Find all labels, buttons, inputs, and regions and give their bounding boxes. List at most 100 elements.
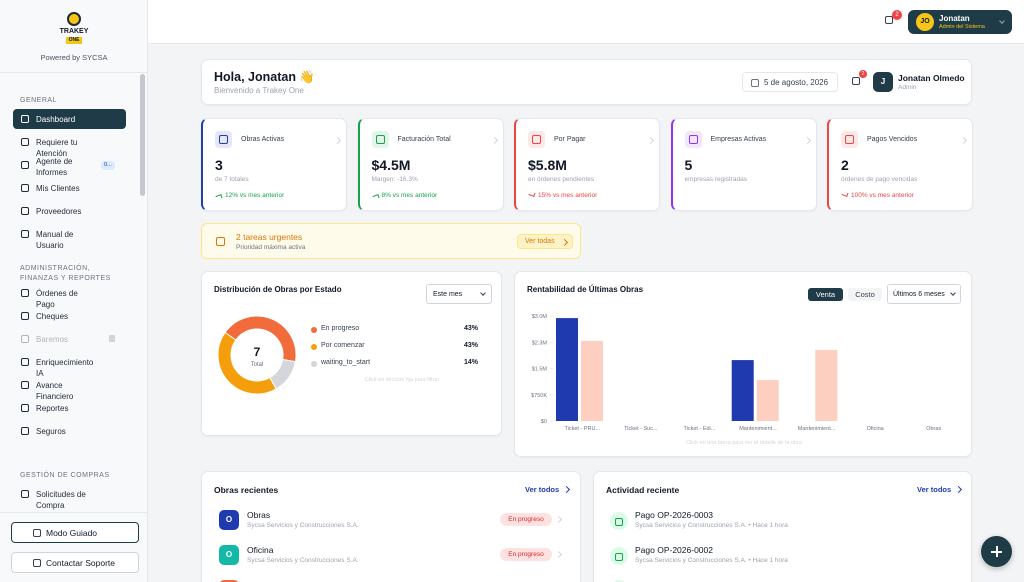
kpi-title: Pagos Vencidos: [867, 136, 918, 143]
activity-icon: [610, 547, 628, 565]
period-select[interactable]: Este mes: [426, 284, 492, 304]
nav-item[interactable]: Cheques: [13, 306, 126, 326]
work-name: Mantenimiento: Mantenimiento preventivo …: [247, 580, 449, 582]
recent-works-card: Obras recientes Ver todos O Obras Sycsa Serv…: [201, 471, 581, 582]
nav-label: Enriquecimiento IA: [36, 358, 94, 378]
nav-item[interactable]: Agente de Informes 0...: [13, 155, 126, 177]
sidebar-button[interactable]: Contactar Soporte: [11, 552, 139, 573]
work-item[interactable]: O Oficina Sycsa Servicios y Construcciones…: [202, 543, 582, 573]
arrow-icon: [803, 136, 811, 145]
kpi-title: Facturación Total: [397, 136, 451, 143]
icon: [21, 207, 29, 215]
kpi-card[interactable]: Obras Activas 3 de 7 totales 12% vs mes ant…: [201, 118, 347, 211]
work-icon: O: [219, 510, 239, 530]
icon: [21, 427, 29, 435]
nav-item[interactable]: Seguros: [13, 421, 126, 441]
arrow-icon: [490, 136, 498, 145]
section-title: GESTIÓN DE COMPRAS: [20, 472, 110, 479]
period-select[interactable]: Últimos 6 meses: [887, 284, 961, 304]
kpi-trend: 8% vs mes anterior: [381, 192, 438, 199]
activity-detail: Sycsa Servicios y Construcciones S.A. • …: [635, 557, 788, 564]
activity-title: Pago OP-2026-0003: [635, 510, 713, 520]
card-action[interactable]: Ver todos: [917, 485, 952, 494]
icon: [21, 161, 29, 169]
kpi-value: 5: [684, 157, 693, 173]
notification-badge: 2: [859, 70, 867, 78]
icon: [885, 16, 893, 24]
icon: [21, 312, 29, 320]
urgent-subtitle: Prioridad máxima activa: [236, 244, 306, 251]
nav-label: Cheques: [36, 312, 69, 321]
add-button[interactable]: [981, 536, 1012, 567]
section-title: ADMINISTRACIÓN, FINANZAS Y REPORTES: [20, 265, 111, 282]
series-toggle[interactable]: Costo: [848, 288, 882, 301]
card-action[interactable]: Ver todos: [525, 485, 560, 494]
arrow-icon: [333, 136, 342, 145]
bar: [556, 318, 578, 421]
nav-item[interactable]: Dashboard: [13, 109, 126, 129]
kpi-trend: 100% vs mes anterior: [851, 192, 914, 199]
arrow-icon: [560, 238, 569, 247]
icon: [751, 79, 759, 87]
nav-item[interactable]: Mis Clientes: [13, 178, 126, 198]
kpi-value: $4.5M: [371, 157, 411, 173]
trend-icon: [371, 194, 380, 200]
activity-card: Actividad reciente Ver todos Pago OP-2026-…: [593, 471, 972, 582]
distribution-card: Distribución de Obras por Estado Este mes…: [201, 271, 502, 436]
work-item[interactable]: O Obras Sycsa Servicios y Construcciones S…: [202, 508, 582, 538]
bar: [581, 340, 603, 421]
legend-label: En progreso: [321, 325, 360, 332]
notification-badge: 2: [892, 10, 902, 20]
icon: [33, 559, 41, 567]
arrow-icon: [959, 136, 968, 145]
nav-item[interactable]: Solicitudes de Compra: [13, 484, 126, 510]
kpi-value: 2: [841, 157, 849, 173]
nav-item[interactable]: Órdenes de Pago: [13, 283, 126, 309]
nav-label: Agente de Informes: [36, 157, 73, 177]
donut-total: 7: [254, 345, 261, 359]
nav-item[interactable]: Reportes: [13, 398, 126, 418]
button-label: Contactar Soporte: [46, 558, 115, 568]
card-title: Actividad reciente: [606, 485, 680, 495]
sidebar: TRAKEY ONE Powered by SYCSA GENERAL Dashboar…: [0, 0, 148, 582]
kpi-card[interactable]: Empresas Activas 5 empresas registradas: [670, 118, 817, 211]
work-item[interactable]: Mantenimiento: Mantenimiento preventivo …: [202, 578, 582, 582]
date-pill: 5 de agosto, 2026: [742, 72, 838, 92]
kpi-card[interactable]: Por Pagar $5.8M en órdenes pendientes 15% v…: [514, 118, 660, 211]
logo: TRAKEY ONE: [60, 12, 88, 44]
arrow-icon: [562, 485, 571, 494]
arrow-icon: [954, 485, 963, 494]
icon: [845, 135, 854, 144]
kpi-subtitle: de 7 totales: [215, 176, 249, 183]
series-toggle[interactable]: Venta: [808, 288, 843, 301]
legend-dot: [311, 327, 317, 333]
icon: [21, 358, 29, 366]
y-tick-label: $3.0M: [532, 314, 548, 320]
divider: [0, 72, 148, 73]
icon: [21, 335, 29, 343]
nav-item[interactable]: Enriquecimiento IA: [13, 352, 126, 378]
nav-item[interactable]: Requiere tu Atención: [13, 132, 126, 158]
legend-value: 14%: [463, 359, 478, 366]
kpi-card[interactable]: Pagos Vencidos 2 órdenes de pago vencidas 1…: [827, 118, 973, 211]
bar: [756, 380, 779, 421]
user-menu[interactable]: JO Jonatan Admin del Sistema: [908, 10, 1012, 34]
activity-title: Pago OP-2026-0002: [635, 545, 713, 555]
donut-total-label: Total: [251, 362, 264, 368]
urgent-banner: 2 tareas urgentes Prioridad máxima activa…: [201, 223, 581, 259]
subtitle: Bienvenido a Trakey One: [214, 86, 304, 95]
nav-item[interactable]: Manual de Usuario: [13, 224, 126, 250]
nav-item[interactable]: Avance Financiero: [13, 375, 126, 401]
nav-item[interactable]: Proveedores: [13, 201, 126, 221]
nav-label: Solicitudes de Compra: [36, 490, 86, 510]
sidebar-button[interactable]: Modo Guiado: [11, 522, 139, 543]
y-tick-label: $2.3M: [532, 340, 548, 346]
urgent-action[interactable]: Ver todas: [517, 234, 573, 249]
legend-dot: [311, 361, 317, 367]
kpi-card[interactable]: Facturación Total $4.5M Margen: -16.3% 8% v…: [357, 118, 504, 211]
select-value: Últimos 6 meses: [893, 291, 945, 298]
welcome-card: Hola, Jonatan 👋 Bienvenido a Trakey One 5 …: [201, 59, 972, 105]
date: 5 de agosto, 2026: [764, 78, 829, 87]
topbar: [148, 0, 1024, 44]
nav-item: Baremos: [13, 329, 126, 349]
